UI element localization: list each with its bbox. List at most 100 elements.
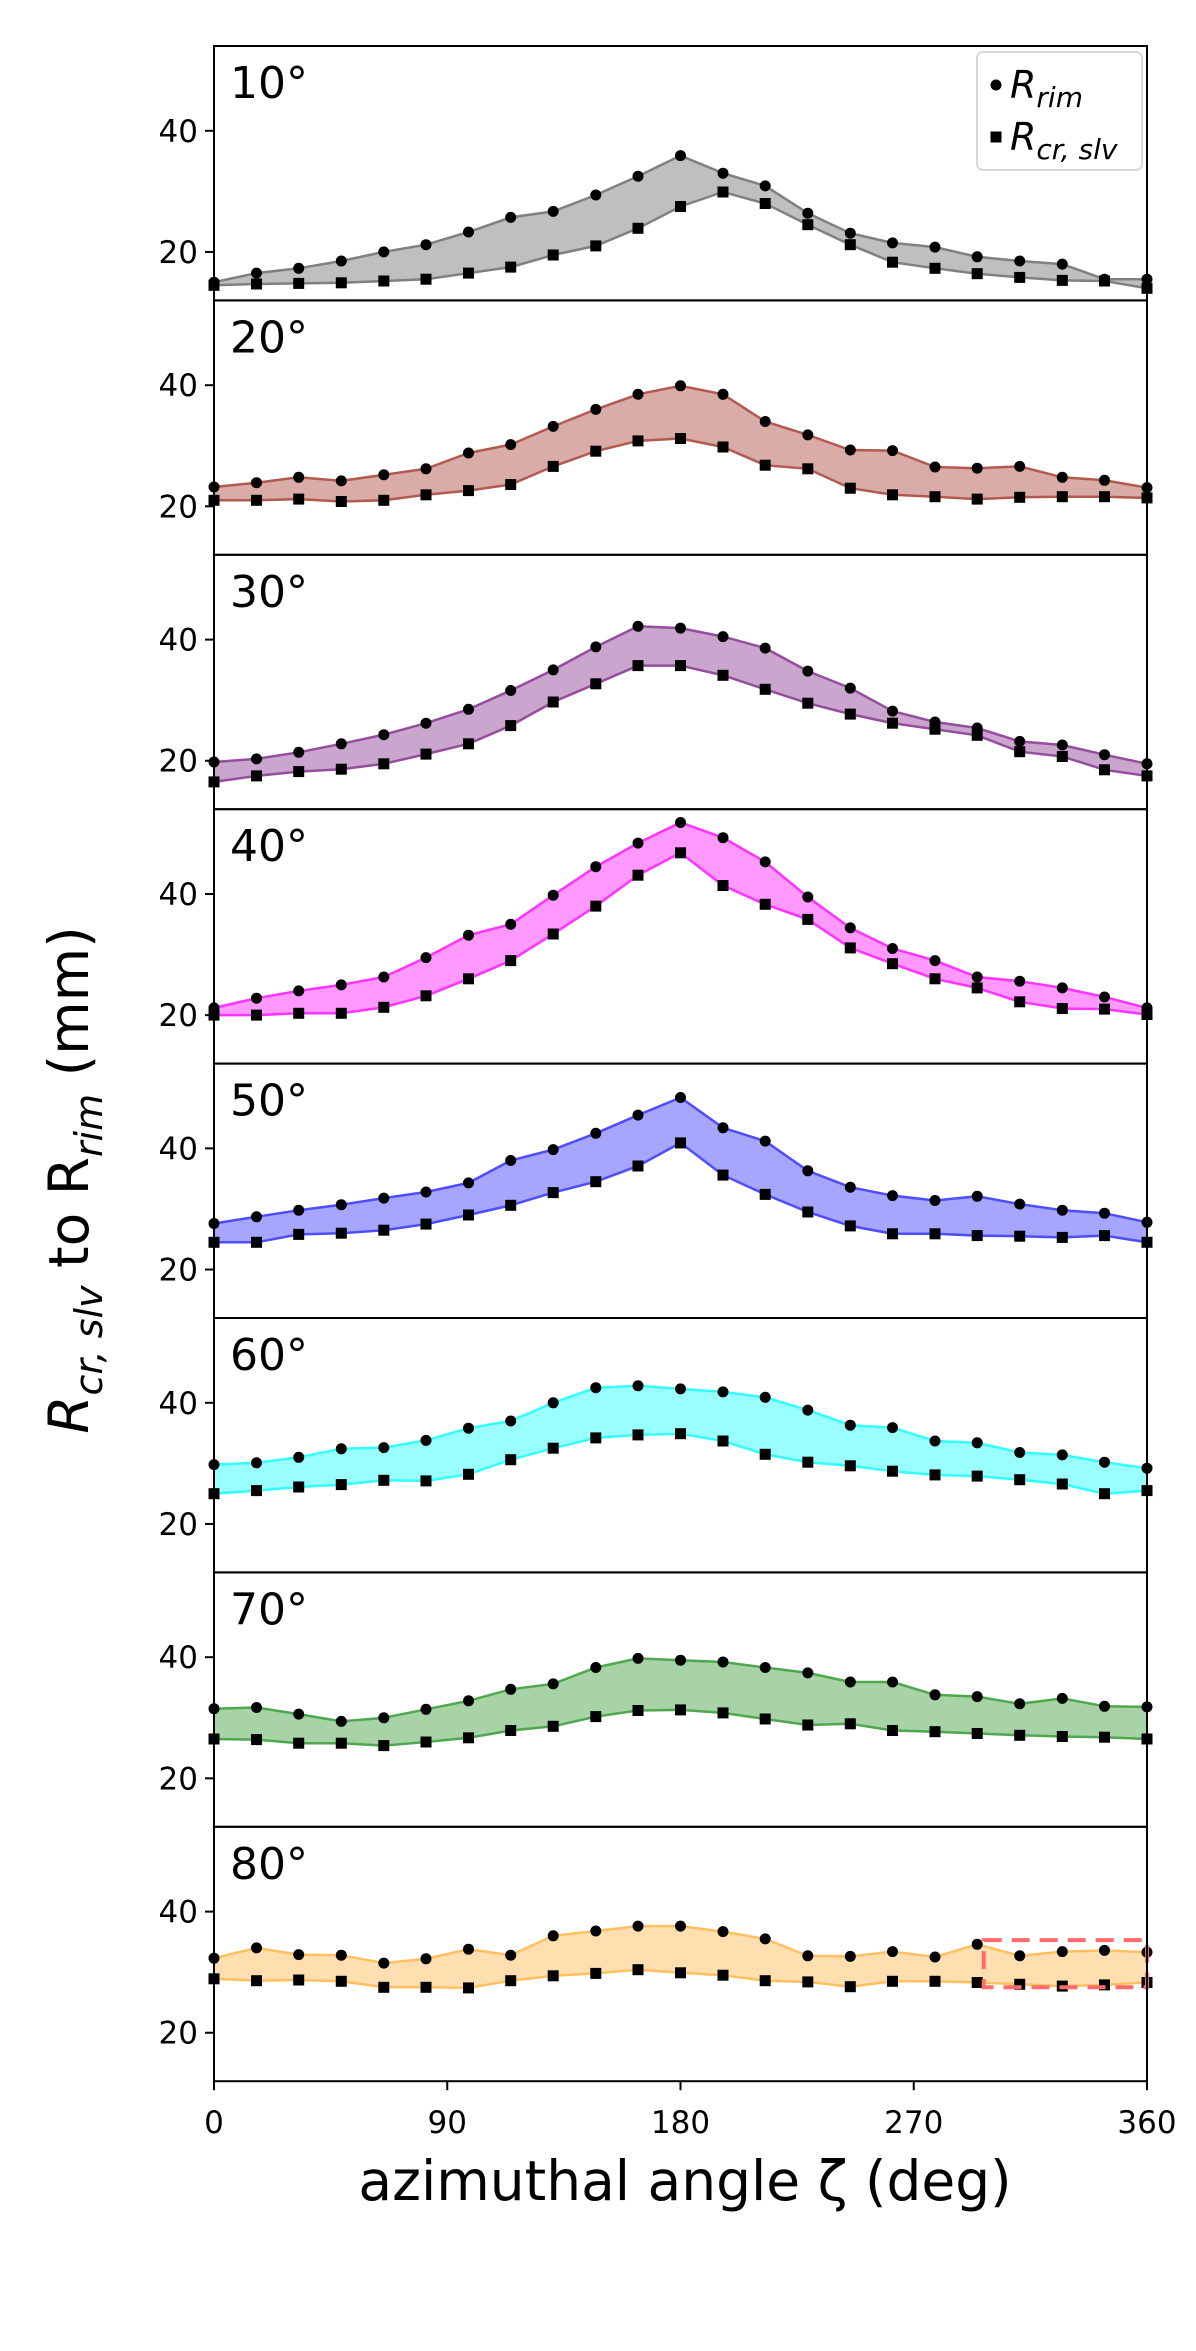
y-tick-label: 40: [159, 623, 198, 659]
r-cr-slv-point: [590, 1432, 602, 1444]
r-rim-point: [420, 717, 432, 729]
r-rim-point: [420, 239, 432, 251]
legend-square-marker: [990, 131, 1002, 143]
r-cr-slv-point: [335, 1737, 347, 1749]
r-cr-slv-point: [929, 973, 941, 985]
r-rim-point: [590, 1127, 602, 1139]
r-rim-point: [971, 1437, 983, 1449]
r-rim-point: [547, 664, 559, 676]
panel-8: 20 40 80°: [159, 1825, 1153, 2083]
band-fill: [214, 1385, 1147, 1494]
r-rim-point: [463, 226, 474, 238]
x-tick-label: 0: [204, 2105, 224, 2141]
r-rim-point: [1056, 471, 1068, 483]
r-cr-slv-point: [1099, 491, 1110, 503]
r-cr-slv-point: [971, 729, 983, 741]
r-cr-slv-point: [675, 660, 686, 672]
r-cr-slv-point: [463, 485, 474, 497]
r-cr-slv-point: [717, 1969, 729, 1981]
r-cr-slv-point: [971, 982, 983, 994]
y-tick-label: 20: [159, 1507, 198, 1543]
r-rim-point: [505, 1415, 517, 1427]
r-cr-slv-point: [463, 1732, 474, 1744]
panel-label: 40°: [230, 821, 308, 872]
r-cr-slv-point: [844, 239, 856, 251]
r-cr-slv-point: [1056, 491, 1068, 503]
panel-label: 60°: [230, 1330, 308, 1381]
r-cr-slv-point: [505, 1975, 517, 1987]
r-rim-point: [505, 685, 517, 696]
r-rim-point: [802, 429, 814, 441]
r-cr-slv-point: [420, 273, 432, 285]
r-cr-slv-point: [887, 1465, 898, 1477]
r-rim-point: [844, 682, 856, 694]
r-cr-slv-point: [929, 1469, 941, 1481]
r-cr-slv-point: [802, 463, 814, 475]
r-rim-point: [1056, 1946, 1068, 1958]
r-cr-slv-point: [887, 489, 898, 501]
r-cr-slv-point: [378, 1474, 390, 1486]
r-cr-slv-point: [590, 1711, 602, 1723]
r-rim-point: [759, 1662, 771, 1673]
r-cr-slv-point: [844, 708, 856, 720]
r-rim-point: [1099, 1207, 1110, 1219]
r-cr-slv-point: [378, 1224, 390, 1236]
r-cr-slv-point: [505, 720, 517, 732]
r-rim-point: [547, 1930, 559, 1942]
r-cr-slv-point: [759, 1188, 771, 1200]
r-rim-point: [802, 1404, 814, 1416]
r-cr-slv-point: [463, 1468, 474, 1480]
y-tick-label: 40: [159, 114, 198, 150]
y-axis-title-r1: R: [37, 1395, 101, 1433]
legend-label: Rrim: [1010, 63, 1083, 114]
r-rim-point: [1099, 1700, 1110, 1712]
r-rim-point: [1014, 1698, 1026, 1710]
r-rim-point: [1014, 255, 1026, 267]
panel-label: 70°: [230, 1584, 308, 1635]
r-cr-slv-point: [251, 278, 262, 290]
r-rim-point: [759, 1391, 771, 1403]
y-tick-label: 20: [159, 1761, 198, 1797]
r-rim-point: [887, 705, 898, 717]
r-cr-slv-point: [378, 1001, 390, 1013]
r-rim-point: [759, 1135, 771, 1147]
r-rim-point: [590, 1382, 602, 1394]
y-axis-title-r2: rim: [67, 1094, 111, 1157]
r-rim-point: [505, 211, 517, 223]
r-rim-point: [335, 1715, 347, 1727]
r-cr-slv-point: [378, 758, 390, 770]
x-tick-label: 270: [884, 2105, 943, 2141]
r-rim-point: [929, 1195, 941, 1206]
r-cr-slv-point: [929, 1975, 941, 1987]
r-cr-slv-point: [335, 1975, 347, 1987]
r-rim-point: [675, 1383, 686, 1395]
r-rim-point: [887, 1422, 898, 1434]
r-rim-point: [590, 189, 602, 201]
r-cr-slv-point: [887, 958, 898, 970]
r-rim-point: [335, 475, 347, 487]
r-rim-point: [1014, 975, 1026, 987]
r-rim-point: [335, 738, 347, 750]
r-cr-slv-point: [632, 660, 644, 672]
r-rim-point: [632, 1652, 644, 1664]
r-rim-point: [293, 1204, 305, 1216]
r-cr-slv-point: [759, 1975, 771, 1987]
r-rim-point: [1056, 258, 1068, 270]
r-rim-point: [420, 1953, 432, 1965]
r-cr-slv-point: [929, 262, 941, 274]
r-cr-slv-point: [632, 222, 644, 234]
r-rim-point: [505, 439, 517, 451]
r-cr-slv-point: [675, 1428, 686, 1440]
r-cr-slv-point: [844, 1981, 856, 1993]
r-rim-point: [1099, 991, 1110, 1003]
r-cr-slv-point: [463, 1209, 474, 1221]
panel-label: 30°: [230, 567, 308, 618]
r-rim-point: [929, 1951, 941, 1963]
r-rim-point: [632, 1380, 644, 1392]
y-tick-label: 20: [159, 489, 198, 525]
r-cr-slv-point: [1099, 1731, 1110, 1743]
r-cr-slv-point: [463, 738, 474, 750]
r-rim-point: [590, 861, 602, 873]
r-cr-slv-point: [759, 459, 771, 471]
r-cr-slv-point: [1099, 764, 1110, 776]
